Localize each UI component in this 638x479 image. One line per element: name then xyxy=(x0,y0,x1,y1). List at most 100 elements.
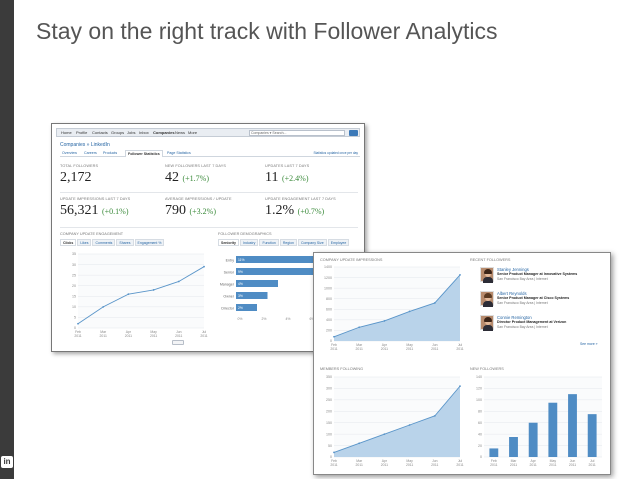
x-tick-label: 2% xyxy=(262,317,267,321)
y-tick-label: 600 xyxy=(326,307,332,311)
stat-value: 42 (+1.7%) xyxy=(165,170,210,185)
y-tick-label: 250 xyxy=(326,398,332,402)
nav-more[interactable]: More xyxy=(188,130,198,135)
tab-overview[interactable]: Overview xyxy=(62,151,77,155)
tab-engagement-percent[interactable]: Engagement % xyxy=(134,239,165,246)
tab-shares[interactable]: Shares xyxy=(116,239,134,246)
tab-employee[interactable]: Employee xyxy=(327,239,350,246)
slide-sidebar xyxy=(0,0,14,479)
data-point xyxy=(77,322,79,325)
y-tick-label: 40 xyxy=(478,432,482,436)
nav-groups[interactable]: Groups xyxy=(111,130,125,135)
tab-products[interactable]: Products xyxy=(103,151,118,155)
linkedin-logo-icon: in xyxy=(1,456,13,468)
nav-companies[interactable]: Companies xyxy=(153,130,175,135)
nav-inbox[interactable]: Inbox xyxy=(139,130,149,135)
bar-category-label: Owner xyxy=(223,295,234,299)
avatar xyxy=(480,315,494,331)
tab-likes[interactable]: Likes xyxy=(77,239,92,246)
data-point xyxy=(333,335,335,338)
bar xyxy=(528,422,538,457)
slide-title: Stay on the right track with Follower An… xyxy=(36,18,498,44)
x-tick-label: 2011 xyxy=(330,463,337,467)
x-tick-label: May xyxy=(150,330,157,334)
nav-home[interactable]: Home xyxy=(61,130,72,135)
follower-role: Senior Product Manager at Innovative Sys… xyxy=(497,272,578,276)
series-area xyxy=(334,386,460,457)
follower-name[interactable]: Albert Reynolds xyxy=(497,291,527,296)
nav-jobs[interactable]: Jobs xyxy=(127,130,136,135)
data-point xyxy=(102,305,105,308)
tab-clicks[interactable]: Clicks xyxy=(60,239,77,246)
x-tick-label: Feb xyxy=(75,330,81,334)
search-scope[interactable]: Companies ▾ xyxy=(251,131,272,135)
x-tick-label: Jun xyxy=(432,459,438,463)
stat-label: UPDATES LAST 7 DAYS xyxy=(265,164,310,168)
y-tick-label: 30 xyxy=(72,263,76,267)
tab-comments[interactable]: Comments xyxy=(92,239,116,246)
tab-page-statistics[interactable]: Page Statistics xyxy=(167,151,191,155)
y-tick-label: 100 xyxy=(326,432,332,436)
y-tick-label: 25 xyxy=(72,273,76,277)
stat-label: TOTAL FOLLOWERS xyxy=(60,164,99,168)
follower-name[interactable]: Connie Remington xyxy=(497,315,532,320)
tab-careers[interactable]: Careers xyxy=(84,151,97,155)
follower-trends-screenshot: COMPANY UPDATE IMPRESSIONS 0 200 400 600 800… xyxy=(313,252,611,475)
bar-category-label: Entry xyxy=(226,259,235,263)
y-tick-label: 800 xyxy=(326,297,332,301)
x-tick-label: Jun xyxy=(176,330,182,334)
breadcrumb[interactable]: Companies » LinkedIn xyxy=(60,142,110,148)
x-tick-label: Jul xyxy=(590,459,595,463)
x-tick-label: 2011 xyxy=(549,463,556,467)
divider xyxy=(60,192,358,193)
y-tick-label: 120 xyxy=(476,387,482,391)
nav-contacts[interactable]: Contacts xyxy=(92,130,108,135)
search-input[interactable]: Companies ▾ Search... xyxy=(249,130,345,136)
statistics-note: Statistics updated once per day xyxy=(313,151,358,155)
y-tick-label: 1200 xyxy=(324,276,332,280)
members-following-area-chart: 050100150200250300350Feb2011Mar2011Apr20… xyxy=(326,375,464,467)
follower-name[interactable]: Stanley Jennings xyxy=(497,267,529,272)
tab-company-size[interactable]: Company Size xyxy=(297,239,327,246)
x-tick-label: 2011 xyxy=(431,347,438,351)
y-tick-label: 140 xyxy=(476,375,482,379)
search-icon[interactable] xyxy=(349,130,358,136)
see-more-link[interactable]: See more » xyxy=(580,342,598,346)
x-tick-label: 2011 xyxy=(200,334,207,338)
x-tick-label: May xyxy=(406,343,413,347)
x-tick-label: 2011 xyxy=(381,347,388,351)
data-point xyxy=(333,451,335,454)
follower-item[interactable]: Albert Reynolds Senior Product Manager a… xyxy=(480,291,608,315)
x-tick-label: 2011 xyxy=(381,463,388,467)
data-point xyxy=(383,320,386,322)
follower-item[interactable]: Stanley Jennings Senior Product Manager … xyxy=(480,267,608,291)
y-tick-label: 0 xyxy=(330,455,332,459)
stat-value: 790 (+3.2%) xyxy=(165,203,217,218)
x-tick-label: 2011 xyxy=(510,463,517,467)
nav-news[interactable]: News xyxy=(175,130,186,135)
follower-role: Director Product Management at Verizon xyxy=(497,320,567,324)
nav-profile[interactable]: Profile xyxy=(76,130,88,135)
tab-region[interactable]: Region xyxy=(279,239,297,246)
bar-category-label: Director xyxy=(221,307,234,311)
x-tick-label: 2011 xyxy=(431,463,438,467)
x-tick-label: 2011 xyxy=(150,334,157,338)
x-tick-label: Apr xyxy=(382,343,388,347)
x-tick-label: 2011 xyxy=(406,463,413,467)
chart-options-button[interactable] xyxy=(172,340,184,345)
x-tick-label: Apr xyxy=(126,330,132,334)
x-tick-label: May xyxy=(550,459,557,463)
data-point xyxy=(433,302,436,304)
engagement-tabs: Clicks Likes Comments Shares Engagement … xyxy=(60,239,165,246)
x-tick-label: Feb xyxy=(331,459,337,463)
follower-item[interactable]: Connie Remington Director Product Manage… xyxy=(480,315,608,339)
tab-function[interactable]: Function xyxy=(259,239,279,246)
x-tick-label: Jul xyxy=(458,459,463,463)
tab-follower-statistics[interactable]: Follower Statistics xyxy=(125,150,163,157)
y-tick-label: 200 xyxy=(326,409,332,413)
x-tick-label: 2011 xyxy=(100,334,107,338)
tab-seniority[interactable]: Seniority xyxy=(218,239,239,246)
bar xyxy=(489,448,499,457)
x-tick-label: Feb xyxy=(331,343,337,347)
tab-industry[interactable]: Industry xyxy=(239,239,259,246)
